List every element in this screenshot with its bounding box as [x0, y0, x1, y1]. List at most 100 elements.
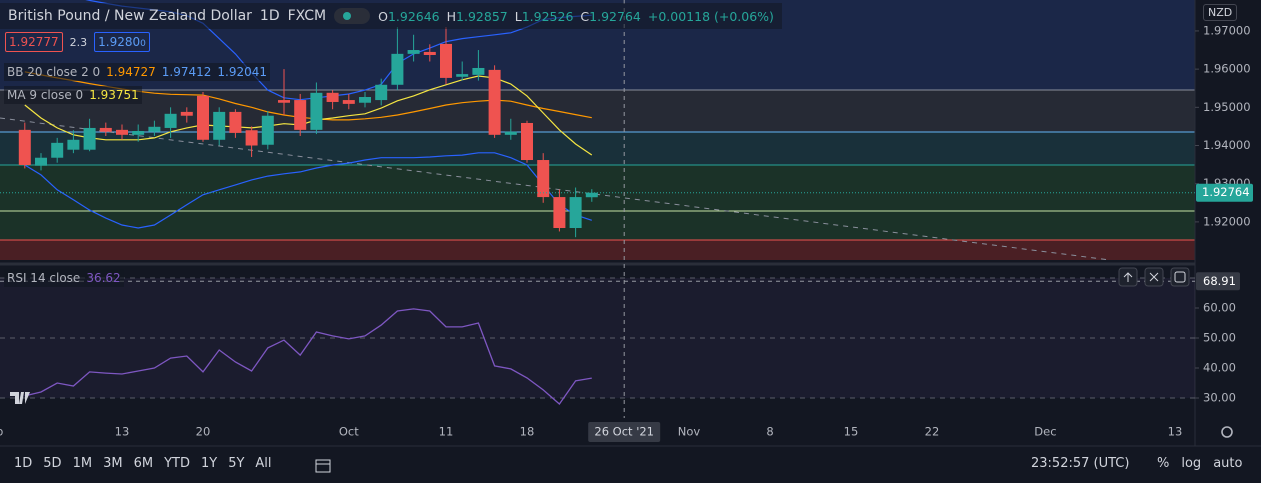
y-tick-label: 1.96000: [1203, 62, 1251, 76]
scale-options: % log auto: [1157, 456, 1242, 471]
candle-body: [35, 157, 47, 166]
candle-body: [488, 69, 501, 135]
candle-body: [83, 127, 96, 150]
settings-icon[interactable]: [1221, 426, 1233, 438]
ohlc: O1.92646 H1.92857 L1.92526 C1.92764 +0.0…: [378, 9, 774, 24]
candle-body: [245, 130, 258, 146]
candle-body: [197, 95, 209, 140]
zone: [0, 132, 1195, 165]
ask-price: 1.9280: [98, 35, 141, 49]
y-tick-label: 1.95000: [1203, 100, 1251, 114]
candle-body: [569, 197, 582, 229]
calendar[interactable]: [315, 459, 331, 473]
range-button[interactable]: 5Y: [228, 456, 245, 471]
x-tick-label: 20: [196, 425, 211, 439]
y-tick-label: 30.00: [1203, 390, 1236, 404]
ohlc-value: 1.92764: [589, 8, 641, 24]
indicator-line: [24, 152, 592, 229]
legend-name: RSI 14 close: [7, 271, 81, 285]
candle-body: [310, 92, 323, 130]
ohlc-label: H: [446, 8, 457, 24]
range-button[interactable]: 5D: [43, 456, 62, 471]
x-tick-label: Dec: [1034, 425, 1056, 439]
x-tick-label: Sep: [0, 425, 3, 439]
icon: [1149, 272, 1159, 282]
range-button[interactable]: 1D: [14, 456, 33, 471]
bid[interactable]: 1.92777: [5, 32, 63, 52]
zone: [0, 165, 1195, 240]
scale-option[interactable]: log: [1181, 456, 1202, 471]
y-tick-label: 60.00: [1203, 300, 1236, 314]
candle-body: [407, 50, 420, 54]
candle-body: [278, 100, 290, 103]
candle-body: [472, 67, 485, 75]
range-button[interactable]: 6M: [133, 456, 154, 471]
gear[interactable]: [1221, 426, 1233, 438]
zone: [0, 90, 1195, 132]
candle-body: [164, 113, 177, 128]
ohlc-low: L1.92526: [515, 9, 574, 24]
rsi-pane: [0, 277, 1195, 405]
candle-body: [132, 131, 145, 135]
candle-body: [180, 111, 193, 116]
x-tick-label: 13: [1168, 425, 1183, 439]
zone: [0, 240, 1195, 260]
ohlc-close: C1.92764: [580, 9, 640, 24]
ask[interactable]: 1.92800: [94, 32, 150, 52]
candle-body: [456, 74, 469, 77]
candle-body: [504, 131, 517, 135]
legend-name: BB 20 close 2 0: [7, 65, 101, 79]
symbol[interactable]: British Pound / New Zealand Dollar: [8, 8, 252, 24]
range-buttons: 1D 5D 1M 3M 6M YTD 1Y 5Y All: [14, 456, 272, 471]
candle-body: [67, 139, 80, 150]
icon: [1123, 272, 1133, 282]
interval[interactable]: 1D: [259, 8, 280, 24]
y-tick-label: 40.00: [1203, 360, 1236, 374]
candle-body: [375, 84, 388, 101]
ohlc-label: O: [378, 8, 388, 24]
icon: [1174, 271, 1186, 283]
button[interactable]: [1170, 267, 1190, 287]
candle-body: [18, 129, 31, 165]
crosshair-value-bg: [1196, 272, 1240, 291]
candle-body: [391, 53, 404, 85]
candle-body: [359, 97, 371, 103]
scale-option[interactable]: auto: [1213, 456, 1243, 471]
candle-body: [585, 192, 598, 198]
change: +0.00118 (+0.06%): [647, 8, 774, 24]
scale-option[interactable]: %: [1157, 456, 1170, 471]
crosshair-label-bg: [588, 422, 661, 442]
crosshair-date: 26 Oct '21: [594, 425, 654, 439]
legend-name: MA 9 close 0: [7, 88, 84, 102]
x-tick-label: 22: [925, 425, 940, 439]
logo: [10, 392, 30, 404]
bottom-toolbar: 1D 5D 1M 3M 6M YTD 1Y 5Y All 23:52:57 (UTC) % log…: [0, 454, 1261, 478]
candle-body: [261, 115, 274, 145]
range-button[interactable]: 3M: [103, 456, 123, 471]
ohlc-value: 1.92526: [521, 8, 574, 24]
candle-body: [99, 127, 112, 132]
market-status: [334, 8, 371, 24]
range-button[interactable]: 1M: [72, 456, 93, 471]
x-tick-label: 8: [766, 425, 773, 439]
range-button[interactable]: YTD: [164, 456, 190, 471]
ohlc-open: O1.92646: [378, 9, 440, 24]
x-tick-label: 18: [520, 425, 535, 439]
y-tick-label: 50.00: [1203, 330, 1236, 344]
rsi-line: [24, 308, 592, 405]
range-button[interactable]: 1Y: [200, 456, 218, 471]
legend-value: 1.92041: [217, 65, 268, 79]
legend-value: 1.93751: [89, 88, 139, 102]
x-tick-label: 15: [844, 425, 859, 439]
calendar-icon[interactable]: [315, 459, 331, 473]
y-tick-label: 1.97000: [1203, 23, 1251, 37]
currency-select[interactable]: NZD: [1203, 4, 1238, 21]
x-tick-label: 13: [115, 425, 130, 439]
range-button[interactable]: All: [255, 456, 272, 471]
candle-body: [537, 160, 550, 198]
candle-body: [326, 92, 339, 102]
ohlc-value: 1.92857: [456, 8, 508, 24]
exchange: FXCM: [287, 8, 327, 24]
x-tick-label: Nov: [678, 425, 701, 439]
